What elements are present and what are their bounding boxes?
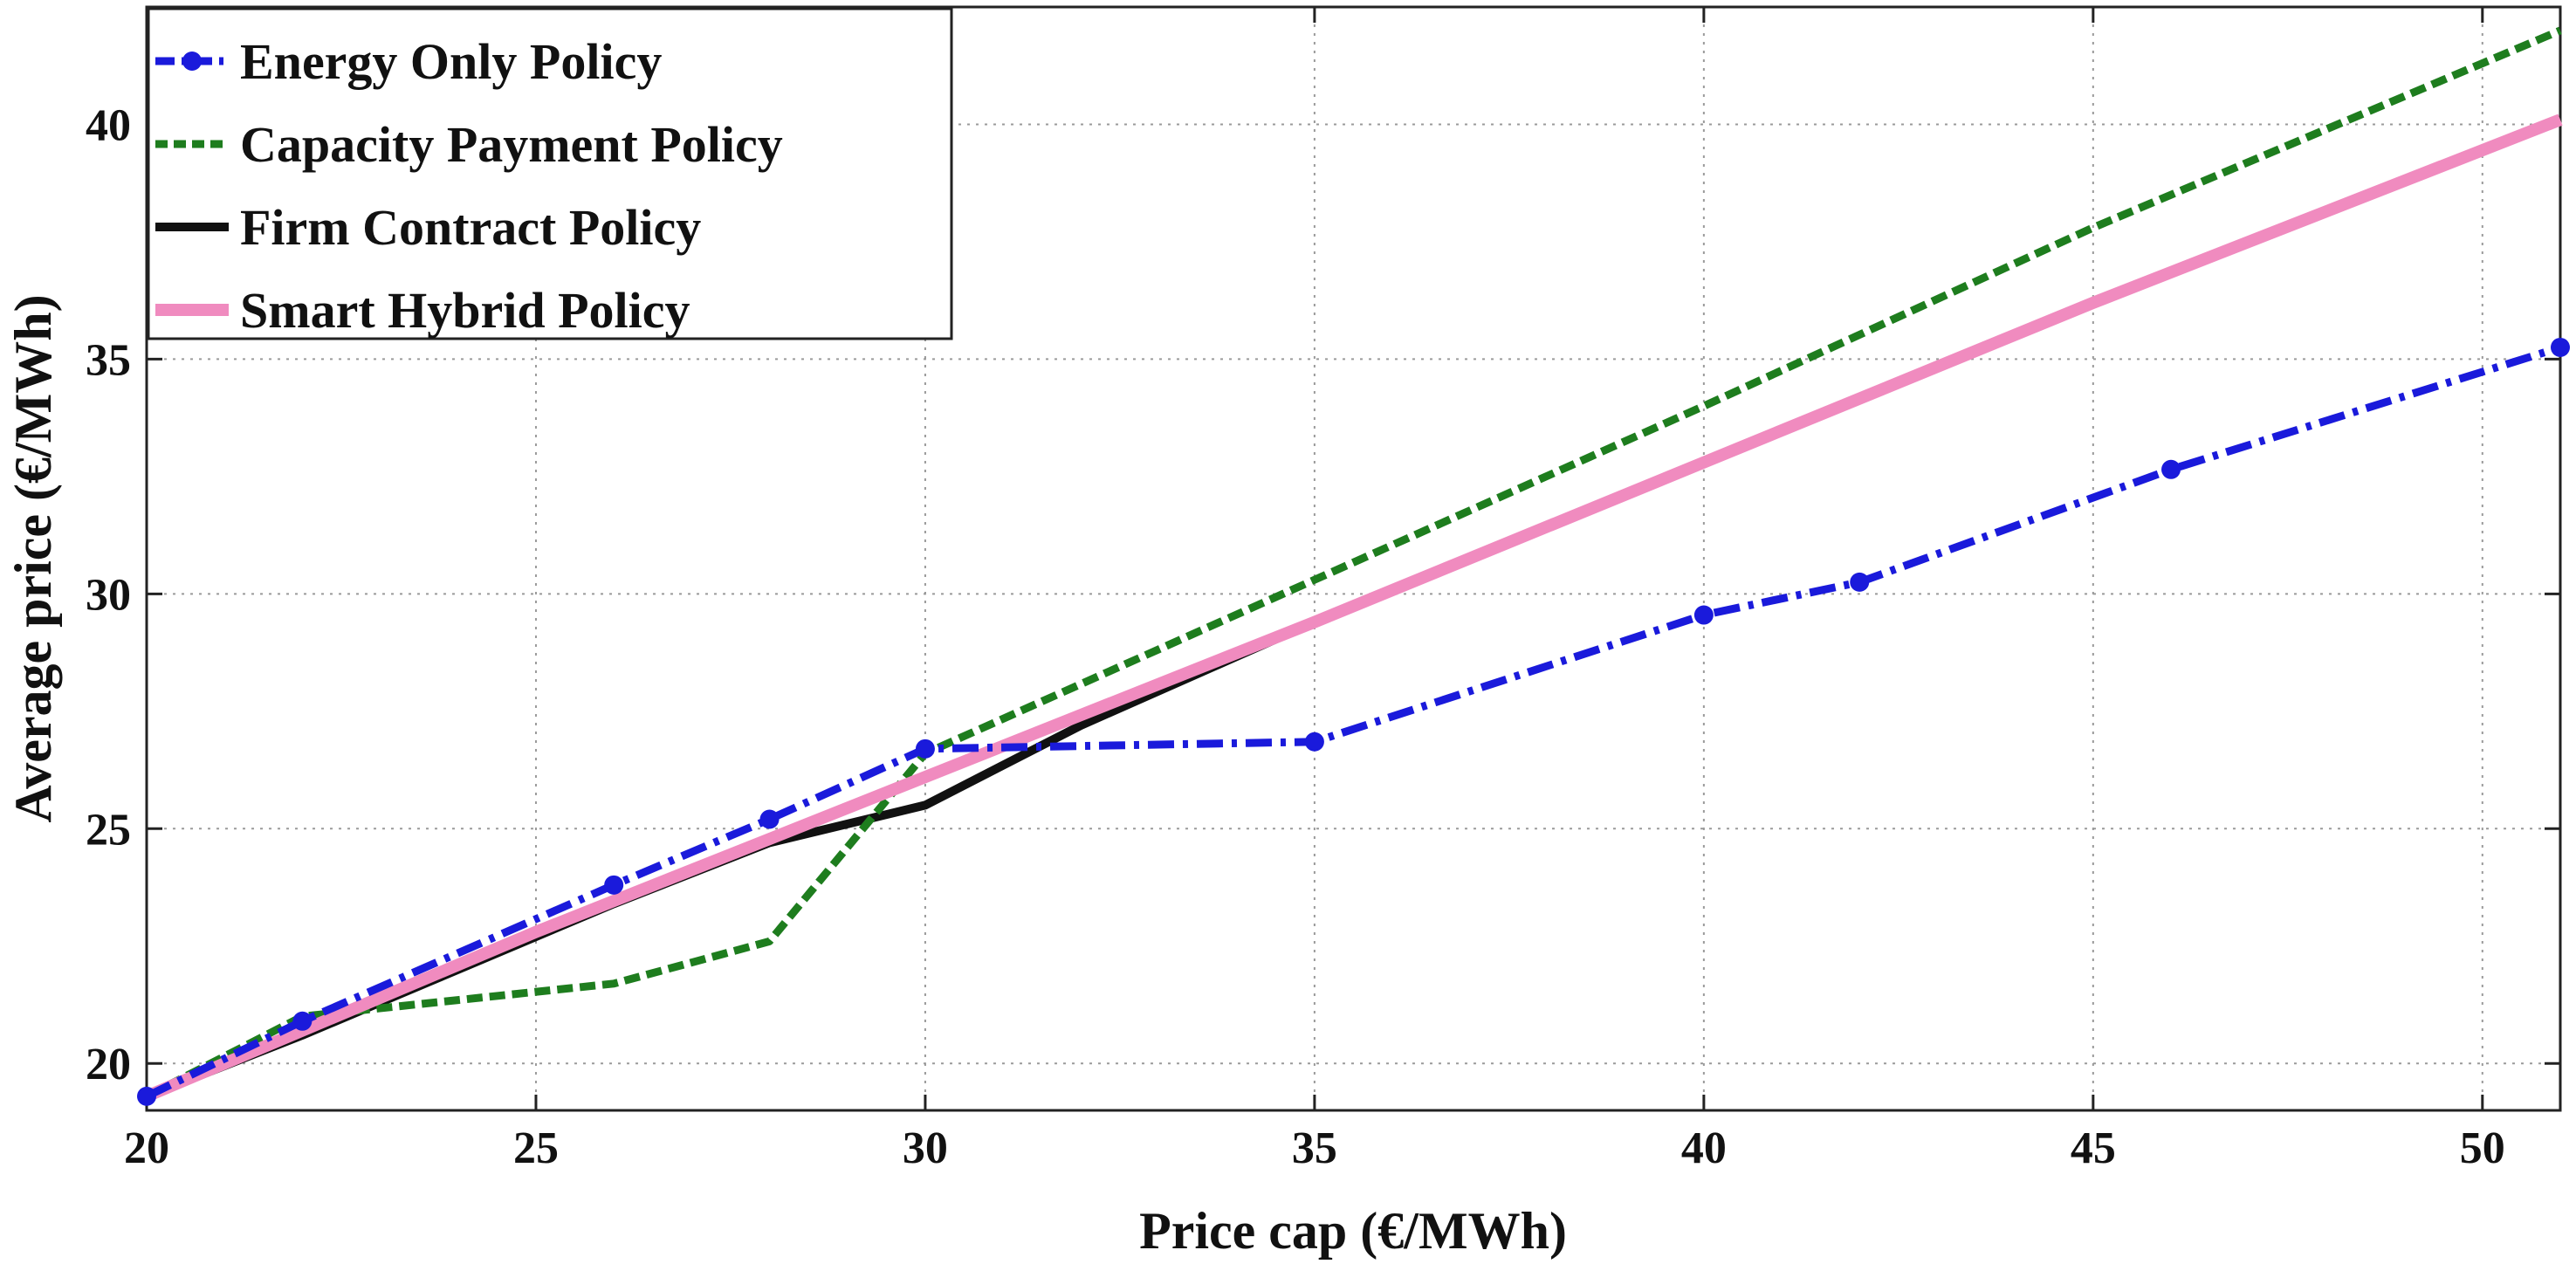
legend-label: Firm Contract Policy	[240, 199, 701, 256]
data-point	[2161, 459, 2181, 479]
y-tick-label: 30	[86, 570, 131, 620]
legend: Energy Only Policy Capacity Payment Polic…	[147, 7, 953, 340]
data-point	[2551, 337, 2570, 357]
data-point	[759, 809, 780, 829]
x-axis-title: Price cap (€/MWh)	[1139, 1202, 1567, 1260]
x-tick-label: 50	[2460, 1123, 2505, 1173]
y-axis-title: Average price (€/MWh)	[4, 294, 62, 822]
data-point	[137, 1086, 156, 1106]
legend-item: Smart Hybrid Policy	[155, 282, 690, 339]
y-tick-label: 25	[86, 805, 131, 855]
series-smart-hybrid-policy	[144, 113, 2563, 1103]
legend-item: Energy Only Policy	[155, 33, 662, 90]
legend-marker	[182, 52, 202, 71]
data-point	[604, 875, 624, 895]
legend-label: Capacity Payment Policy	[240, 116, 783, 173]
y-tick-label: 35	[86, 335, 131, 385]
y-tick-label: 20	[86, 1040, 131, 1089]
y-tick-label: 40	[86, 100, 131, 150]
data-point	[1304, 732, 1324, 752]
series-capacity-payment-policy	[144, 26, 2562, 1100]
legend-item: Firm Contract Policy	[155, 199, 701, 256]
data-point	[915, 738, 935, 759]
series-layer	[137, 26, 2570, 1106]
x-tick-label: 30	[903, 1123, 948, 1173]
x-tick-label: 20	[124, 1123, 169, 1173]
x-tick-label: 25	[513, 1123, 559, 1173]
x-tick-label: 45	[2071, 1123, 2116, 1173]
x-tick-label: 40	[1681, 1123, 1727, 1173]
series-line	[144, 26, 2562, 1100]
legend-items: Energy Only Policy Capacity Payment Polic…	[155, 33, 783, 339]
legend-item: Capacity Payment Policy	[155, 116, 783, 173]
plot-frame	[145, 5, 2562, 1112]
legend-box	[147, 7, 953, 340]
data-point	[1850, 572, 1870, 592]
series-line	[145, 343, 2562, 1100]
tick-labels: 20 25 30 35 40 45 50 20 25 30 35 40	[86, 100, 2505, 1173]
data-point	[292, 1011, 313, 1031]
series-energy-only-policy	[137, 337, 2570, 1106]
data-point	[1693, 605, 1714, 625]
legend-label: Smart Hybrid Policy	[240, 282, 690, 339]
x-tick-label: 35	[1292, 1123, 1337, 1173]
series-line	[144, 113, 2563, 1103]
legend-label: Energy Only Policy	[240, 33, 662, 90]
